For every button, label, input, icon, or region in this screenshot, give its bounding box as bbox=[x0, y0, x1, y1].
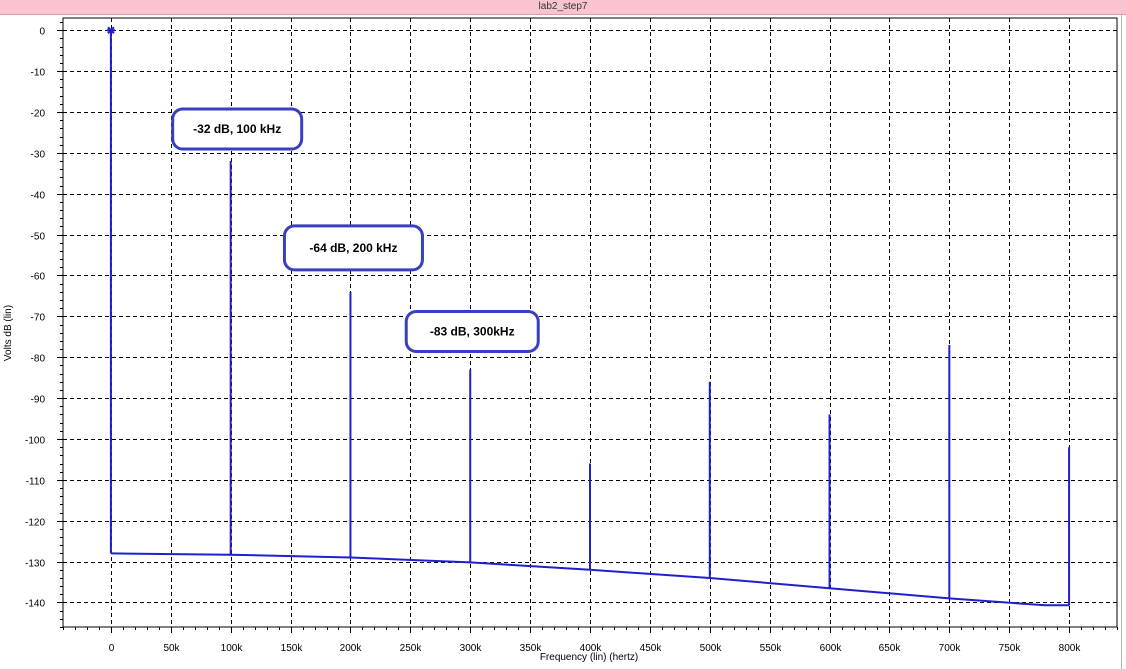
annotation-callout: -83 dB, 300kHz bbox=[404, 310, 540, 354]
annotation-label: -32 dB, 100 kHz bbox=[193, 122, 281, 136]
noise-floor-trace bbox=[110, 552, 1070, 607]
y-tick-label: -100 bbox=[25, 436, 45, 447]
x-tick-label: 650k bbox=[879, 643, 902, 654]
x-tick-label: 50k bbox=[163, 643, 180, 654]
annotation-callout: -32 dB, 100 kHz bbox=[171, 107, 304, 151]
x-tick-label: 600k bbox=[820, 643, 843, 654]
annotation-label: -83 dB, 300kHz bbox=[430, 325, 515, 339]
x-tick-label: 200k bbox=[340, 643, 363, 654]
y-tick-label: -110 bbox=[26, 477, 46, 488]
x-tick-label: 100k bbox=[221, 643, 244, 654]
annotation-label: -64 dB, 200 kHz bbox=[309, 241, 397, 255]
annotation-box bbox=[282, 224, 424, 272]
x-tick-label: 550k bbox=[760, 643, 783, 654]
marker-stroke bbox=[107, 26, 115, 34]
y-tick-label: -30 bbox=[31, 150, 46, 161]
y-tick-label: -140 bbox=[25, 599, 45, 610]
x-tick-label: 500k bbox=[700, 643, 723, 654]
y-tick-label: -60 bbox=[31, 272, 46, 283]
y-tick-label: -40 bbox=[31, 191, 46, 202]
x-tick-label: 400k bbox=[580, 643, 603, 654]
x-axis-title: Frequency (lin) (hertz) bbox=[540, 652, 638, 663]
x-tick-label: 250k bbox=[400, 643, 423, 654]
spectrum-chart[interactable]: 0 50k 100k 150k 200k 250k 300k 350k 400k 450k 500k… bbox=[0, 15, 1126, 669]
window-frame-right bbox=[1121, 15, 1122, 669]
y-tick-label: -90 bbox=[31, 395, 46, 406]
x-tick-label: 700k bbox=[939, 643, 962, 654]
y-tick-label: -120 bbox=[25, 518, 45, 529]
y-axis-title: Volts dB (lin) bbox=[3, 305, 14, 361]
y-tick-label: 0 bbox=[39, 27, 45, 38]
y-tick-label: -130 bbox=[25, 559, 45, 570]
annotation-box bbox=[171, 107, 304, 151]
plot-window: 0 50k 100k 150k 200k 250k 300k 350k 400k 450k 500k… bbox=[0, 15, 1126, 669]
window-title: lab2_step7 bbox=[538, 1, 588, 12]
x-tick-label: 750k bbox=[999, 643, 1022, 654]
x-tick-label: 300k bbox=[460, 643, 483, 654]
annotation-callout: -64 dB, 200 kHz bbox=[282, 224, 424, 272]
x-tick-label: 800k bbox=[1059, 643, 1082, 654]
y-tick-label: -70 bbox=[31, 313, 46, 324]
x-tick-label: 150k bbox=[281, 643, 304, 654]
annotation-box bbox=[404, 310, 540, 354]
y-tick-label: -10 bbox=[31, 68, 46, 79]
y-tick-label: -50 bbox=[31, 232, 46, 243]
x-tick-label: 350k bbox=[520, 643, 543, 654]
peak-marker bbox=[106, 26, 115, 34]
window-titlebar: lab2_step7 bbox=[0, 0, 1126, 15]
y-tick-label: -80 bbox=[31, 354, 46, 365]
x-tick-label: 450k bbox=[640, 643, 663, 654]
x-tick-label: 0 bbox=[109, 643, 115, 654]
y-tick-label: -20 bbox=[31, 109, 46, 120]
